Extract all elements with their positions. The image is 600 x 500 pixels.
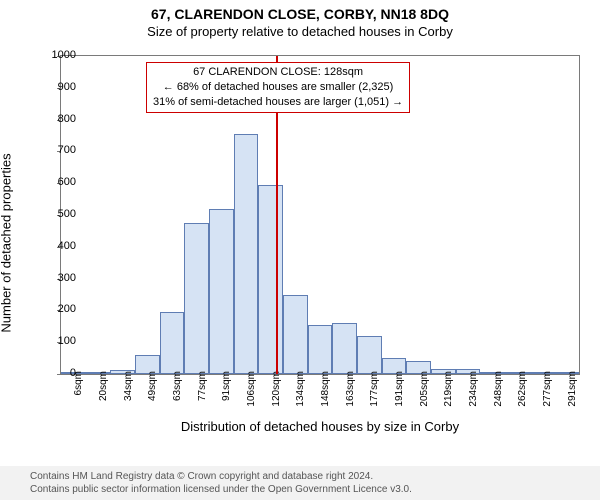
- y-tick-label: 200: [36, 303, 76, 315]
- y-tick-label: 1000: [36, 49, 76, 61]
- y-tick-label: 800: [36, 113, 76, 125]
- bar: [283, 295, 308, 375]
- x-axis-label: Distribution of detached houses by size …: [60, 419, 580, 434]
- plot-area: 6sqm20sqm34sqm49sqm63sqm77sqm91sqm106sqm…: [60, 55, 580, 375]
- bar: [184, 223, 209, 374]
- y-tick-label: 400: [36, 240, 76, 252]
- y-axis-label: Number of detached properties: [0, 153, 14, 332]
- annotation-line: 67 CLARENDON CLOSE: 128sqm: [153, 65, 403, 80]
- bar: [160, 312, 185, 374]
- annotation-line: 31% of semi-detached houses are larger (…: [153, 95, 403, 110]
- page-title: 67, CLARENDON CLOSE, CORBY, NN18 8DQ: [0, 0, 600, 22]
- y-tick-label: 700: [36, 144, 76, 156]
- page-subtitle: Size of property relative to detached ho…: [0, 22, 600, 39]
- y-tick-label: 600: [36, 176, 76, 188]
- annotation-line: ← 68% of detached houses are smaller (2,…: [153, 80, 403, 95]
- footer-line-2: Contains public sector information licen…: [30, 483, 600, 496]
- annotation-box: 67 CLARENDON CLOSE: 128sqm← 68% of detac…: [146, 62, 410, 113]
- y-tick-label: 900: [36, 81, 76, 93]
- bar: [258, 185, 283, 374]
- chart-container: Number of detached properties 6sqm20sqm3…: [0, 45, 600, 440]
- bar: [234, 134, 259, 374]
- footer-line-1: Contains HM Land Registry data © Crown c…: [30, 470, 600, 483]
- footer: Contains HM Land Registry data © Crown c…: [0, 466, 600, 500]
- bar: [332, 323, 357, 374]
- y-tick-label: 100: [36, 335, 76, 347]
- y-tick-label: 500: [36, 208, 76, 220]
- y-tick-label: 0: [36, 367, 76, 379]
- bar: [209, 209, 234, 374]
- y-tick-label: 300: [36, 272, 76, 284]
- bar: [357, 336, 382, 374]
- bar: [308, 325, 333, 374]
